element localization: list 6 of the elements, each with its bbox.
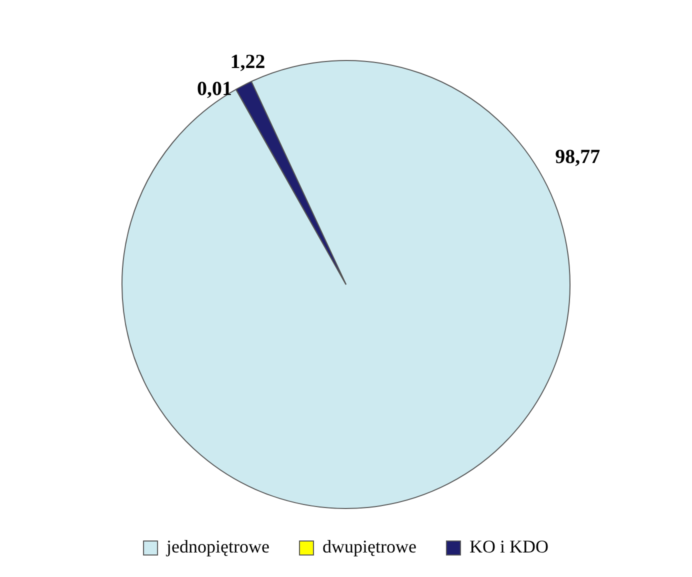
legend-label: jednopiętrowe	[166, 536, 270, 557]
data-label: 1,22	[230, 51, 266, 74]
legend-label: KO i KDO	[469, 536, 548, 557]
legend-label: dwupiętrowe	[322, 536, 416, 557]
data-label: 0,01	[197, 78, 232, 100]
data-label: 98,77	[555, 146, 600, 168]
